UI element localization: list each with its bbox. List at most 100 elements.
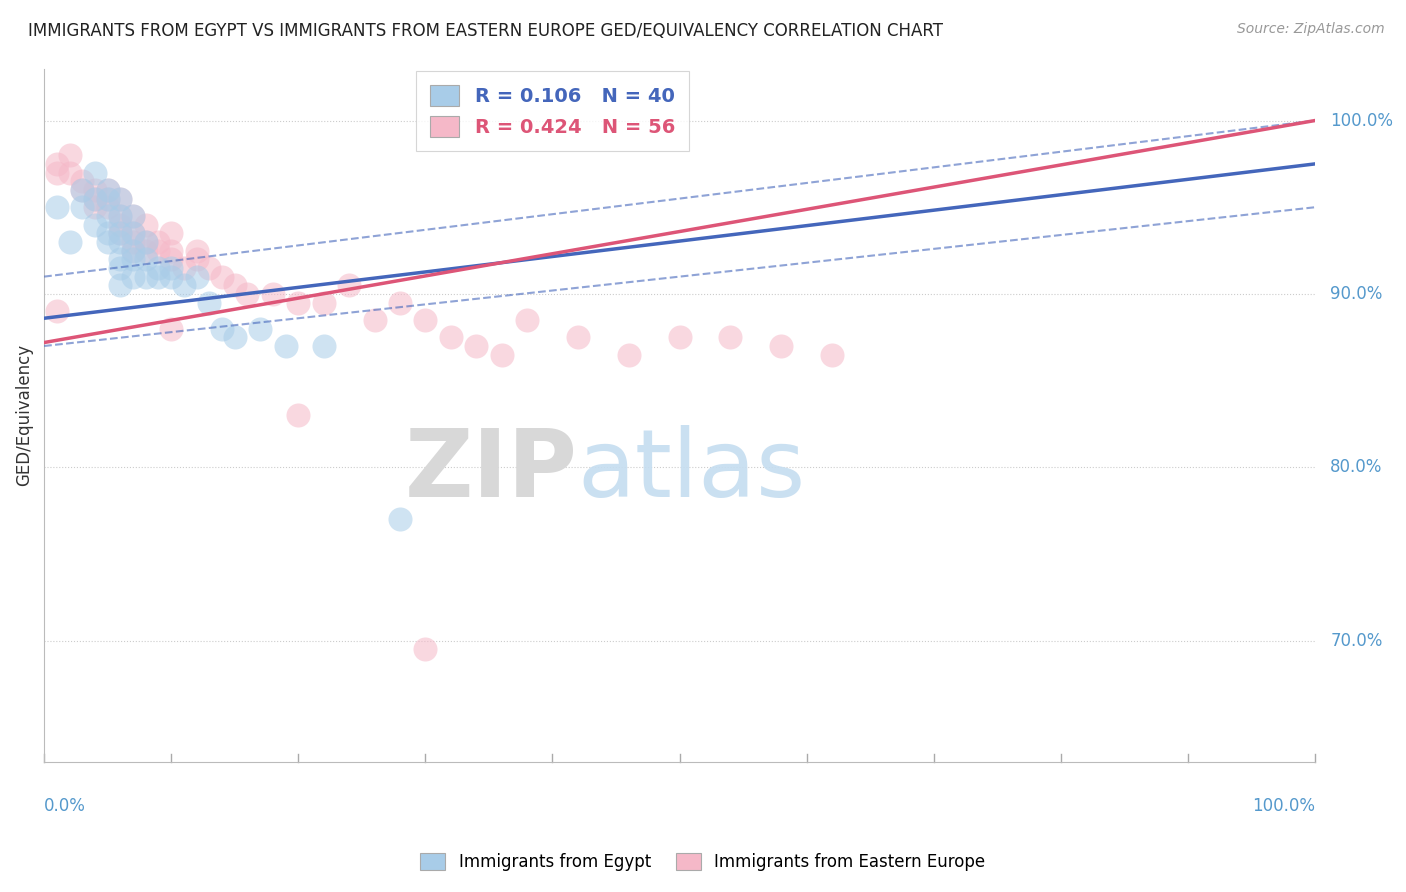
Point xyxy=(97,183,120,197)
Point xyxy=(45,157,67,171)
Point xyxy=(97,227,120,241)
Point xyxy=(122,209,145,223)
Point xyxy=(70,200,93,214)
Text: 70.0%: 70.0% xyxy=(1330,632,1382,649)
Point xyxy=(122,227,145,241)
Point xyxy=(84,192,107,206)
Point xyxy=(122,235,145,249)
Point xyxy=(148,235,170,249)
Point xyxy=(262,287,284,301)
Point xyxy=(122,252,145,267)
Point xyxy=(97,192,120,206)
Text: 100.0%: 100.0% xyxy=(1330,112,1393,129)
Text: 0.0%: 0.0% xyxy=(44,797,86,815)
Point xyxy=(312,339,335,353)
Point xyxy=(415,642,437,657)
Point xyxy=(148,269,170,284)
Point xyxy=(84,183,107,197)
Point xyxy=(58,165,80,179)
Point xyxy=(97,209,120,223)
Text: ZIP: ZIP xyxy=(405,425,578,516)
Point xyxy=(122,244,145,258)
Point xyxy=(97,235,120,249)
Legend: R = 0.106   N = 40, R = 0.424   N = 56: R = 0.106 N = 40, R = 0.424 N = 56 xyxy=(416,71,689,151)
Point xyxy=(110,209,132,223)
Point xyxy=(84,200,107,214)
Point xyxy=(148,244,170,258)
Point xyxy=(274,339,297,353)
Point xyxy=(388,295,411,310)
Point xyxy=(160,321,183,335)
Point xyxy=(122,209,145,223)
Point xyxy=(110,227,132,241)
Point xyxy=(211,321,233,335)
Point xyxy=(718,330,741,344)
Point xyxy=(110,235,132,249)
Point xyxy=(97,192,120,206)
Point xyxy=(224,278,246,293)
Text: Source: ZipAtlas.com: Source: ZipAtlas.com xyxy=(1237,22,1385,37)
Point xyxy=(440,330,463,344)
Point xyxy=(135,244,157,258)
Point xyxy=(465,339,488,353)
Point xyxy=(58,235,80,249)
Point xyxy=(160,252,183,267)
Point xyxy=(110,252,132,267)
Point xyxy=(110,227,132,241)
Text: 80.0%: 80.0% xyxy=(1330,458,1382,476)
Text: IMMIGRANTS FROM EGYPT VS IMMIGRANTS FROM EASTERN EUROPE GED/EQUIVALENCY CORRELAT: IMMIGRANTS FROM EGYPT VS IMMIGRANTS FROM… xyxy=(28,22,943,40)
Point xyxy=(122,244,145,258)
Point xyxy=(770,339,793,353)
Point xyxy=(160,244,183,258)
Point xyxy=(110,218,132,232)
Point xyxy=(70,183,93,197)
Point xyxy=(45,304,67,318)
Point xyxy=(70,183,93,197)
Point xyxy=(821,348,844,362)
Point xyxy=(516,313,538,327)
Point xyxy=(211,269,233,284)
Point xyxy=(110,260,132,275)
Point xyxy=(122,269,145,284)
Point xyxy=(312,295,335,310)
Point xyxy=(173,278,195,293)
Y-axis label: GED/Equivalency: GED/Equivalency xyxy=(15,344,32,486)
Point xyxy=(173,260,195,275)
Point xyxy=(84,192,107,206)
Point xyxy=(287,295,309,310)
Point xyxy=(135,235,157,249)
Point xyxy=(45,200,67,214)
Point xyxy=(148,260,170,275)
Point xyxy=(198,260,221,275)
Point xyxy=(110,278,132,293)
Point xyxy=(491,348,513,362)
Point xyxy=(160,260,183,275)
Point xyxy=(110,192,132,206)
Point xyxy=(135,252,157,267)
Point xyxy=(45,165,67,179)
Point xyxy=(415,313,437,327)
Point xyxy=(198,295,221,310)
Point xyxy=(236,287,259,301)
Text: atlas: atlas xyxy=(578,425,806,516)
Text: 100.0%: 100.0% xyxy=(1251,797,1315,815)
Point xyxy=(160,269,183,284)
Point xyxy=(249,321,271,335)
Point xyxy=(135,269,157,284)
Point xyxy=(287,409,309,423)
Point xyxy=(337,278,360,293)
Point xyxy=(84,218,107,232)
Point xyxy=(135,235,157,249)
Point xyxy=(388,512,411,526)
Point xyxy=(84,165,107,179)
Point xyxy=(186,252,208,267)
Point xyxy=(70,174,93,188)
Point xyxy=(617,348,640,362)
Point xyxy=(186,269,208,284)
Point xyxy=(110,209,132,223)
Point xyxy=(160,227,183,241)
Point xyxy=(567,330,589,344)
Point xyxy=(97,200,120,214)
Point xyxy=(224,330,246,344)
Point xyxy=(668,330,690,344)
